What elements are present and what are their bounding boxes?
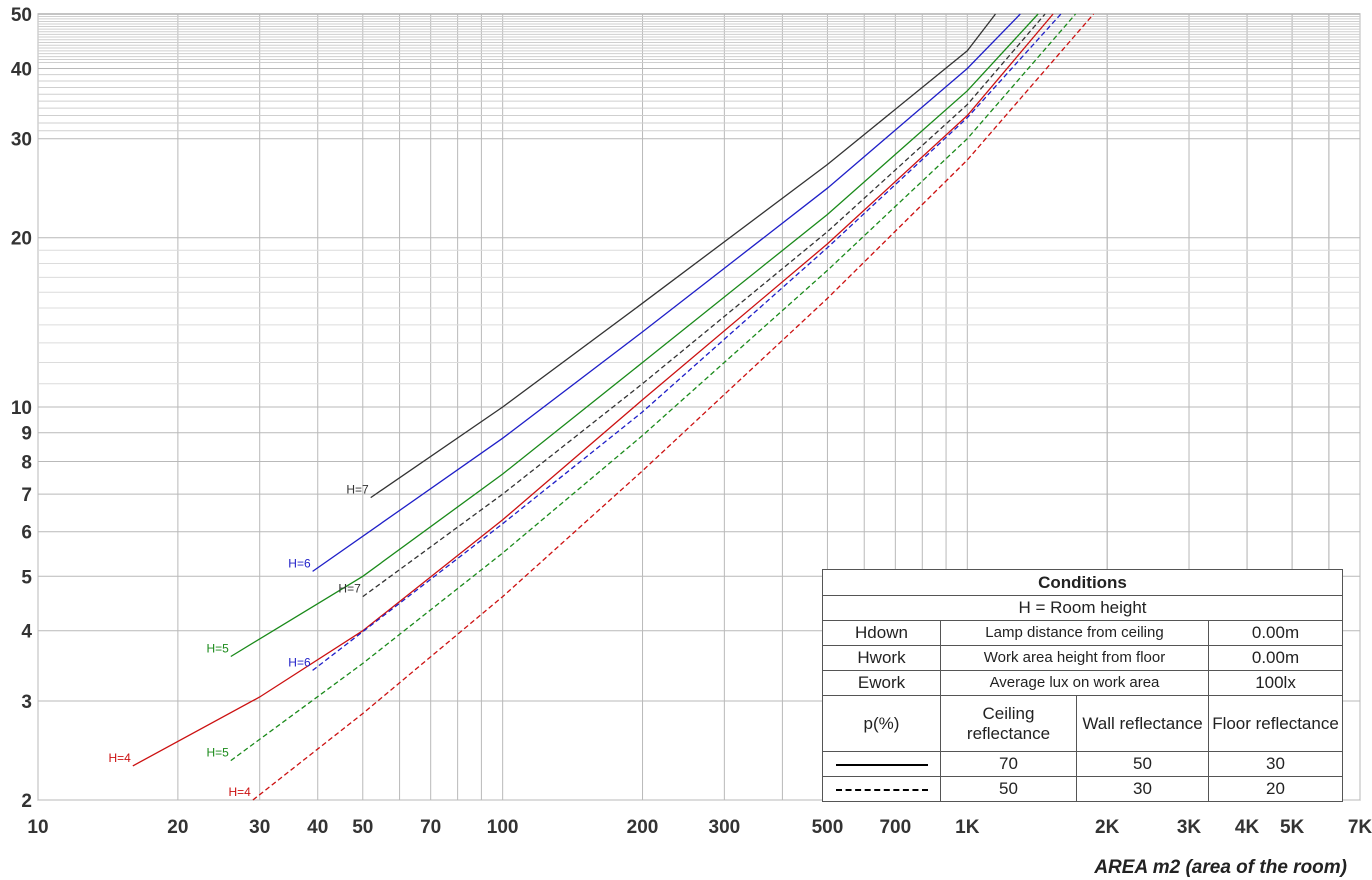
series-label: H=4 [108,751,131,765]
dashed-line-row: 50 30 20 [822,776,1344,802]
x-tick-label: 1K [955,817,980,838]
grid [37,13,1361,801]
condition-row-hdown: Hdown Lamp distance from ceiling 0.00m [822,620,1344,646]
solid-floor-value: 30 [1207,751,1344,777]
reflectance-header-row: p(%) Ceiling reflectance Wall reflectanc… [822,695,1344,752]
x-tick-label: 300 [709,817,741,838]
x-tick-label: 500 [812,817,844,838]
condition-key: Ework [822,670,941,696]
wall-reflectance-header: Wall reflectance [1076,695,1209,752]
y-tick-label: 40 [11,59,32,80]
y-tick-label: 30 [11,130,32,151]
conditions-title: Conditions [821,569,1344,596]
p-percent-label: p(%) [822,695,941,752]
y-tick-label: 7 [21,485,32,506]
dashed-floor-value: 20 [1207,776,1344,802]
dashed-line-sample [822,776,941,802]
series-line-dashed-h5 [230,13,1077,762]
x-tick-label: 4K [1235,817,1260,838]
solid-line-sample [822,751,941,777]
x-tick-label: 100 [487,817,519,838]
y-tick-label: 4 [21,622,32,643]
series-line-solid-h6 [312,13,1021,572]
series-label: H=6 [288,556,311,570]
condition-key: Hdown [822,620,941,646]
x-axis-title: AREA m2 (area of the room) [1093,857,1347,878]
x-tick-label: 40 [307,817,328,838]
x-tick-label: 70 [420,817,441,838]
series-label: H=7 [346,483,369,497]
x-tick-label: 700 [879,817,911,838]
conditions-subtitle: H = Room height [821,595,1344,621]
condition-value: 0.00m [1207,620,1344,646]
y-tick-label: 20 [11,229,32,250]
solid-ceiling-value: 70 [940,751,1077,777]
x-tick-label: 200 [627,817,659,838]
series-line-dashed-h6 [312,13,1062,671]
condition-row-hwork: Hwork Work area height from floor 0.00m [822,645,1344,671]
x-tick-label: 30 [249,817,270,838]
conditions-table: Conditions H = Room height Hdown Lamp di… [821,569,1344,802]
condition-desc: Work area height from floor [940,645,1209,671]
series-line-dashed-h7 [362,13,1046,598]
series-lines: H=7 H=6 H=5 H=4 H=7 H=6 H=5 H=4 [108,13,1095,801]
y-tick-label: 2 [21,791,32,812]
condition-value: 0.00m [1207,645,1344,671]
solid-wall-value: 50 [1076,751,1209,777]
series-line-solid-h7 [370,13,997,499]
x-tick-label: 2K [1095,817,1120,838]
y-tick-label: 9 [21,424,32,445]
dashed-ceiling-value: 50 [940,776,1077,802]
y-tick-label: 10 [11,398,32,419]
condition-row-ework: Ework Average lux on work area 100lx [822,670,1344,696]
x-tick-label: 20 [167,817,188,838]
condition-desc: Lamp distance from ceiling [940,620,1209,646]
series-label: H=7 [338,582,361,596]
series-line-dashed-h4 [252,13,1095,801]
series-label: H=6 [288,655,311,669]
series-line-solid-h4 [132,13,1054,767]
series-label: H=5 [206,641,229,655]
solid-line-row: 70 50 30 [822,751,1344,777]
x-tick-label: 5K [1280,817,1305,838]
y-tick-label: 5 [21,567,32,588]
y-tick-label: 50 [11,5,32,26]
series-label: H=5 [206,746,229,760]
x-tick-label: 7K [1348,817,1372,838]
floor-reflectance-header: Floor reflectance [1207,695,1344,752]
condition-value: 100lx [1207,670,1344,696]
x-tick-label: 3K [1177,817,1202,838]
ceiling-reflectance-header: Ceiling reflectance [940,695,1077,752]
series-label: H=4 [228,785,251,799]
condition-key: Hwork [822,645,941,671]
x-tick-label: 10 [27,817,48,838]
series-line-solid-h5 [230,13,1039,658]
y-tick-label: 6 [21,523,32,544]
x-tick-label: 50 [352,817,373,838]
condition-desc: Average lux on work area [940,670,1209,696]
dashed-wall-value: 30 [1076,776,1209,802]
y-tick-label: 3 [21,692,32,713]
y-tick-label: 8 [21,452,32,473]
